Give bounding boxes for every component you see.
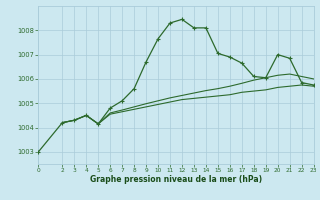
X-axis label: Graphe pression niveau de la mer (hPa): Graphe pression niveau de la mer (hPa) <box>90 175 262 184</box>
